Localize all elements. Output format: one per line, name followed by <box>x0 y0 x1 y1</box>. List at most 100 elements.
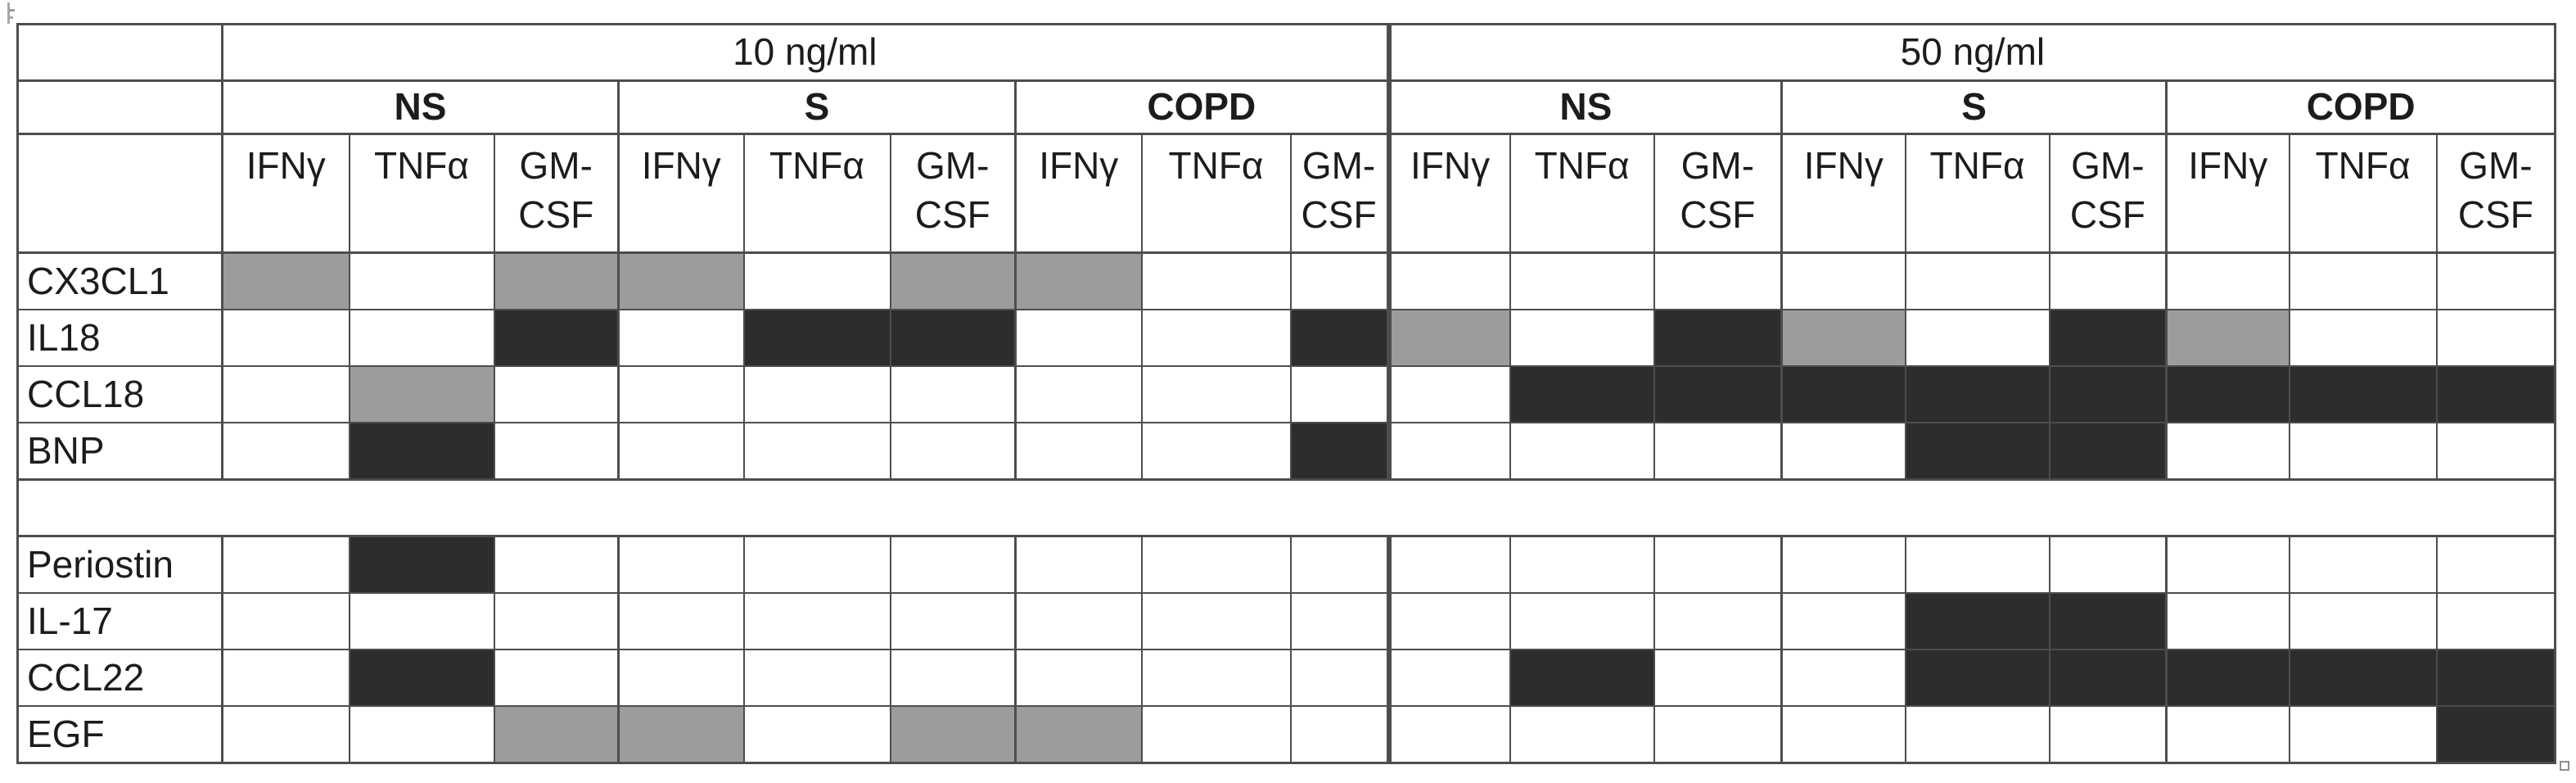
table-row: Periostin <box>16 535 2557 594</box>
heatmap-cell <box>1289 649 1390 707</box>
row-label: CCL18 <box>16 365 223 423</box>
heatmap-cell <box>348 535 495 594</box>
heatmap-cell <box>1289 309 1390 367</box>
heatmap-cell <box>1386 649 1511 707</box>
stimulus-header: IFNγ <box>1386 133 1511 254</box>
heatmap-cell <box>1386 365 1511 423</box>
group-header: COPD <box>1013 79 1390 135</box>
heatmap-cell <box>1780 535 1906 594</box>
table-row: CX3CL1 <box>16 251 2557 310</box>
heatmap-cell <box>742 705 891 764</box>
heatmap-cell <box>221 705 350 764</box>
heatmap-cell <box>493 705 620 764</box>
heatmap-cell <box>1014 422 1143 481</box>
heatmap-cell <box>221 422 350 481</box>
heatmap-cell <box>221 251 350 310</box>
heatmap-cell <box>2435 309 2557 367</box>
heatmap-cell <box>1653 705 1783 764</box>
heatmap-cell <box>2048 649 2168 707</box>
heatmap-cell <box>617 422 745 481</box>
heatmap-cell <box>493 251 620 310</box>
heatmap-cell <box>1014 365 1143 423</box>
heatmap-cell <box>1653 649 1783 707</box>
heatmap-cell <box>1289 535 1390 594</box>
stimulus-header: TNFα <box>2288 133 2438 254</box>
heatmap-cell <box>493 592 620 650</box>
row-label: EGF <box>16 705 223 764</box>
heatmap-cell <box>889 365 1017 423</box>
heatmap-cell <box>1014 535 1143 594</box>
heatmap-cell <box>1509 535 1655 594</box>
heatmap-cell <box>1509 705 1655 764</box>
heatmap-cell <box>889 309 1017 367</box>
heatmap-cell <box>2288 535 2438 594</box>
group-header: S <box>1780 79 2168 135</box>
heatmap-cell <box>617 705 745 764</box>
group-header: S <box>617 79 1017 135</box>
heatmap-cell <box>1653 592 1783 650</box>
heatmap-cell <box>1014 705 1143 764</box>
group-header: COPD <box>2165 79 2557 135</box>
heatmap-cell <box>1140 705 1292 764</box>
heatmap-cell <box>493 535 620 594</box>
group-header: NS <box>221 79 620 135</box>
stimulus-header: GM-CSF <box>1653 133 1783 254</box>
heatmap-cell <box>617 649 745 707</box>
heatmap-cell <box>2165 422 2290 481</box>
heatmap-cell <box>889 705 1017 764</box>
heatmap-cell <box>889 649 1017 707</box>
row-label: IL-17 <box>16 592 223 650</box>
heatmap-cell <box>1289 705 1390 764</box>
row-label: IL18 <box>16 309 223 367</box>
heatmap-cell <box>617 309 745 367</box>
heatmap-cell <box>1014 592 1143 650</box>
heatmap-cell <box>2288 649 2438 707</box>
table-row: EGF <box>16 705 2557 764</box>
table-resize-handle[interactable] <box>2560 761 2569 771</box>
heatmap-cell <box>2435 365 2557 423</box>
heatmap-cell <box>617 365 745 423</box>
heatmap-cell <box>2048 422 2168 481</box>
heatmap-cell <box>2288 365 2438 423</box>
heatmap-cell <box>348 705 495 764</box>
heatmap-cell <box>348 649 495 707</box>
heatmap-cell <box>1509 309 1655 367</box>
table-row: BNP <box>16 422 2557 481</box>
heatmap-cell <box>2288 251 2438 310</box>
heatmap-cell <box>1904 422 2050 481</box>
heatmap-cell <box>2165 592 2290 650</box>
row-label: BNP <box>16 422 223 481</box>
heatmap-cell <box>2435 592 2557 650</box>
stimulus-header: IFNγ <box>221 133 350 254</box>
heatmap-cell <box>1904 309 2050 367</box>
stimulus-header: TNFα <box>1140 133 1292 254</box>
heatmap-cell <box>221 592 350 650</box>
heatmap-cell <box>742 592 891 650</box>
heatmap-cell <box>2435 422 2557 481</box>
heatmap-cell <box>1014 649 1143 707</box>
heatmap-cell <box>1140 251 1292 310</box>
heatmap-cell <box>221 309 350 367</box>
heatmap-cell <box>2048 705 2168 764</box>
heatmap-cell <box>1289 251 1390 310</box>
heatmap-cell <box>742 649 891 707</box>
table-row: CCL18 <box>16 365 2557 423</box>
heatmap-cell <box>1140 309 1292 367</box>
heatmap-cell <box>1780 649 1906 707</box>
heatmap-cell <box>1653 535 1783 594</box>
heatmap-cell <box>1140 592 1292 650</box>
heatmap-cell <box>2165 535 2290 594</box>
heatmap-cell <box>221 649 350 707</box>
heatmap-cell <box>889 251 1017 310</box>
cytokine-heatmap-table: 10 ng/ml 50 ng/ml NS S COPD NS S COPD IFNγ TNFα GM… <box>16 23 2557 764</box>
heatmap-cell <box>1289 592 1390 650</box>
heatmap-cell <box>1653 422 1783 481</box>
concentration-header-50: 50 ng/ml <box>1386 23 2557 82</box>
heatmap-cell <box>1289 365 1390 423</box>
heatmap-cell <box>2288 309 2438 367</box>
heatmap-cell <box>348 309 495 367</box>
heatmap-cell <box>1780 592 1906 650</box>
heatmap-cell <box>1904 592 2050 650</box>
heatmap-cell <box>2288 705 2438 764</box>
